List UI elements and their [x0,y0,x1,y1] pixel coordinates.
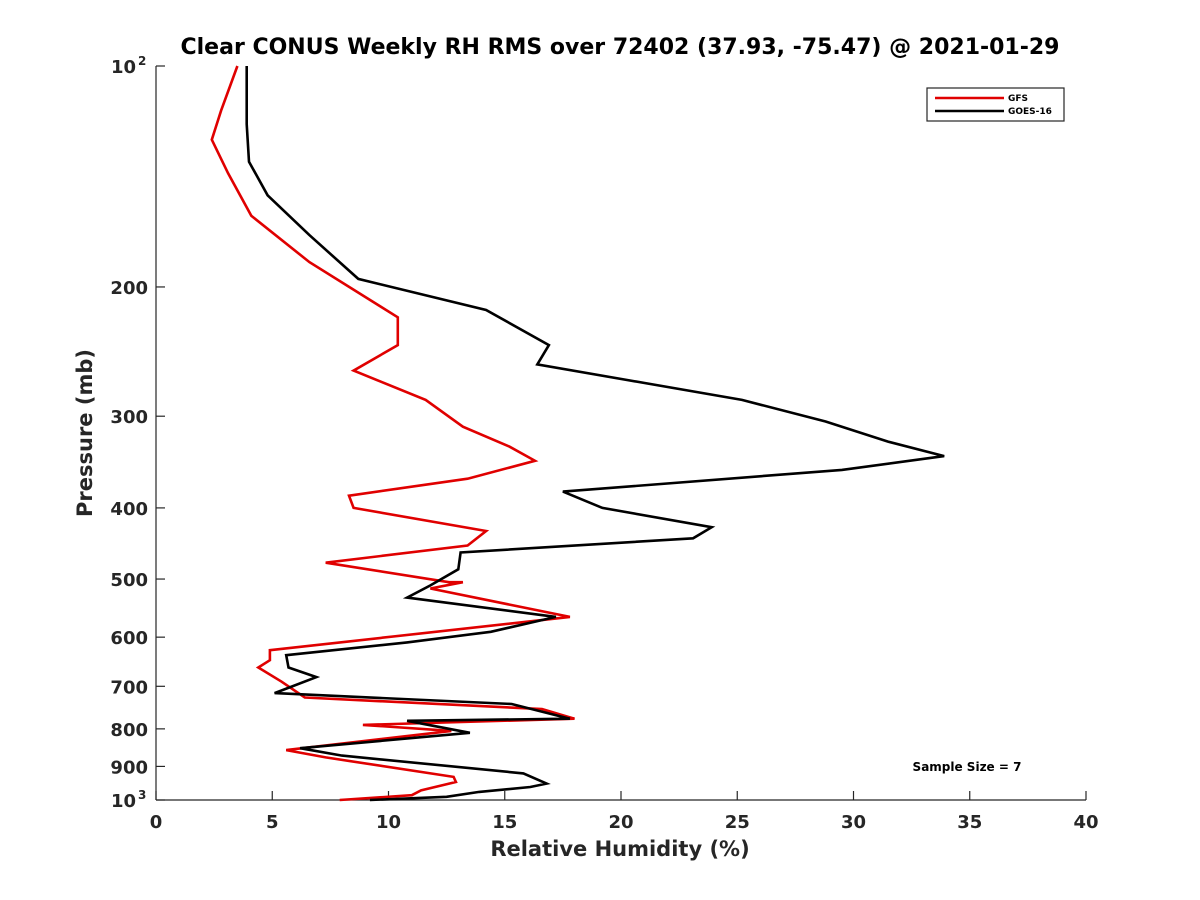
y-tick-label: 700 [110,677,148,698]
x-axis-label: Relative Humidity (%) [490,837,749,861]
y-tick-label: 500 [110,570,148,591]
y-tick-label: 600 [110,628,148,649]
y-tick-label: 900 [110,757,148,778]
x-tick-label: 15 [492,812,517,833]
series-line-gfs [210,65,575,802]
x-tick-label: 30 [841,812,866,833]
series-line-goes-16 [245,66,945,802]
y-tick-label: 300 [110,407,148,428]
x-tick-label: 35 [957,812,982,833]
y-tick-label: 10 [111,791,136,812]
x-tick-label: 10 [376,812,401,833]
chart-title: Clear CONUS Weekly RH RMS over 72402 (37… [181,35,1060,60]
x-tick-label: 0 [150,812,163,833]
y-tick-label: 400 [110,499,148,520]
y-tick-exponent: 2 [138,54,146,68]
x-tick-label: 40 [1073,812,1098,833]
x-tick-label: 5 [266,812,279,833]
legend-label: GOES-16 [1008,107,1052,117]
sample-size-annotation: Sample Size = 7 [913,760,1022,774]
series-layer [210,65,945,802]
legend-box [926,87,1065,122]
y-tick-label: 200 [110,278,148,299]
y-tick-exponent: 3 [138,788,146,802]
legend-label: GFS [1008,94,1028,104]
y-tick-label: 800 [110,720,148,741]
y-axis-label: Pressure (mb) [73,349,97,517]
y-tick-label: 10 [111,57,136,78]
legend: GFS GOES-16 [926,87,1065,122]
x-tick-label: 20 [608,812,633,833]
x-tick-label: 25 [725,812,750,833]
